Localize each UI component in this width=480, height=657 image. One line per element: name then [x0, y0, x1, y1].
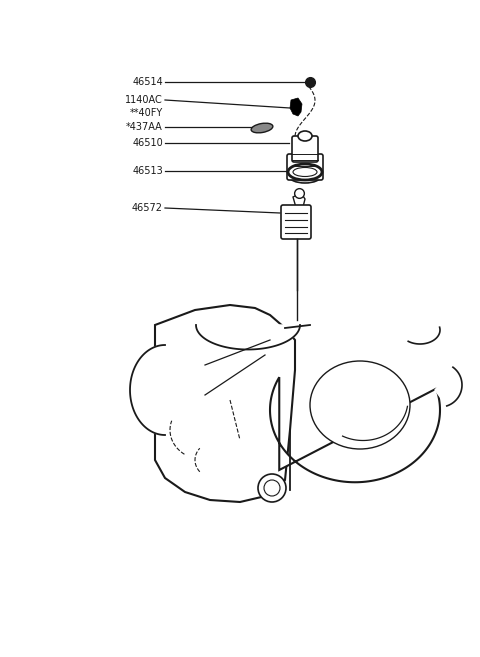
- Polygon shape: [290, 98, 302, 116]
- Circle shape: [258, 474, 286, 502]
- Text: 46514: 46514: [132, 77, 163, 87]
- Polygon shape: [155, 305, 295, 502]
- Ellipse shape: [288, 164, 322, 180]
- FancyBboxPatch shape: [281, 205, 311, 239]
- Polygon shape: [270, 377, 440, 482]
- Ellipse shape: [298, 131, 312, 141]
- Ellipse shape: [289, 169, 321, 183]
- Circle shape: [264, 480, 280, 496]
- Polygon shape: [130, 345, 165, 435]
- FancyBboxPatch shape: [292, 136, 318, 162]
- Ellipse shape: [293, 168, 317, 177]
- Text: **40FY: **40FY: [130, 108, 163, 118]
- Polygon shape: [435, 367, 462, 406]
- Polygon shape: [293, 193, 305, 211]
- Text: *437AA: *437AA: [126, 122, 163, 132]
- Text: 46513: 46513: [132, 166, 163, 176]
- Polygon shape: [196, 325, 300, 350]
- Text: 46510: 46510: [132, 138, 163, 148]
- FancyBboxPatch shape: [287, 154, 323, 180]
- Ellipse shape: [251, 123, 273, 133]
- Text: 46572: 46572: [132, 203, 163, 213]
- Text: 1140AC: 1140AC: [125, 95, 163, 105]
- Polygon shape: [408, 327, 440, 345]
- Ellipse shape: [310, 361, 410, 449]
